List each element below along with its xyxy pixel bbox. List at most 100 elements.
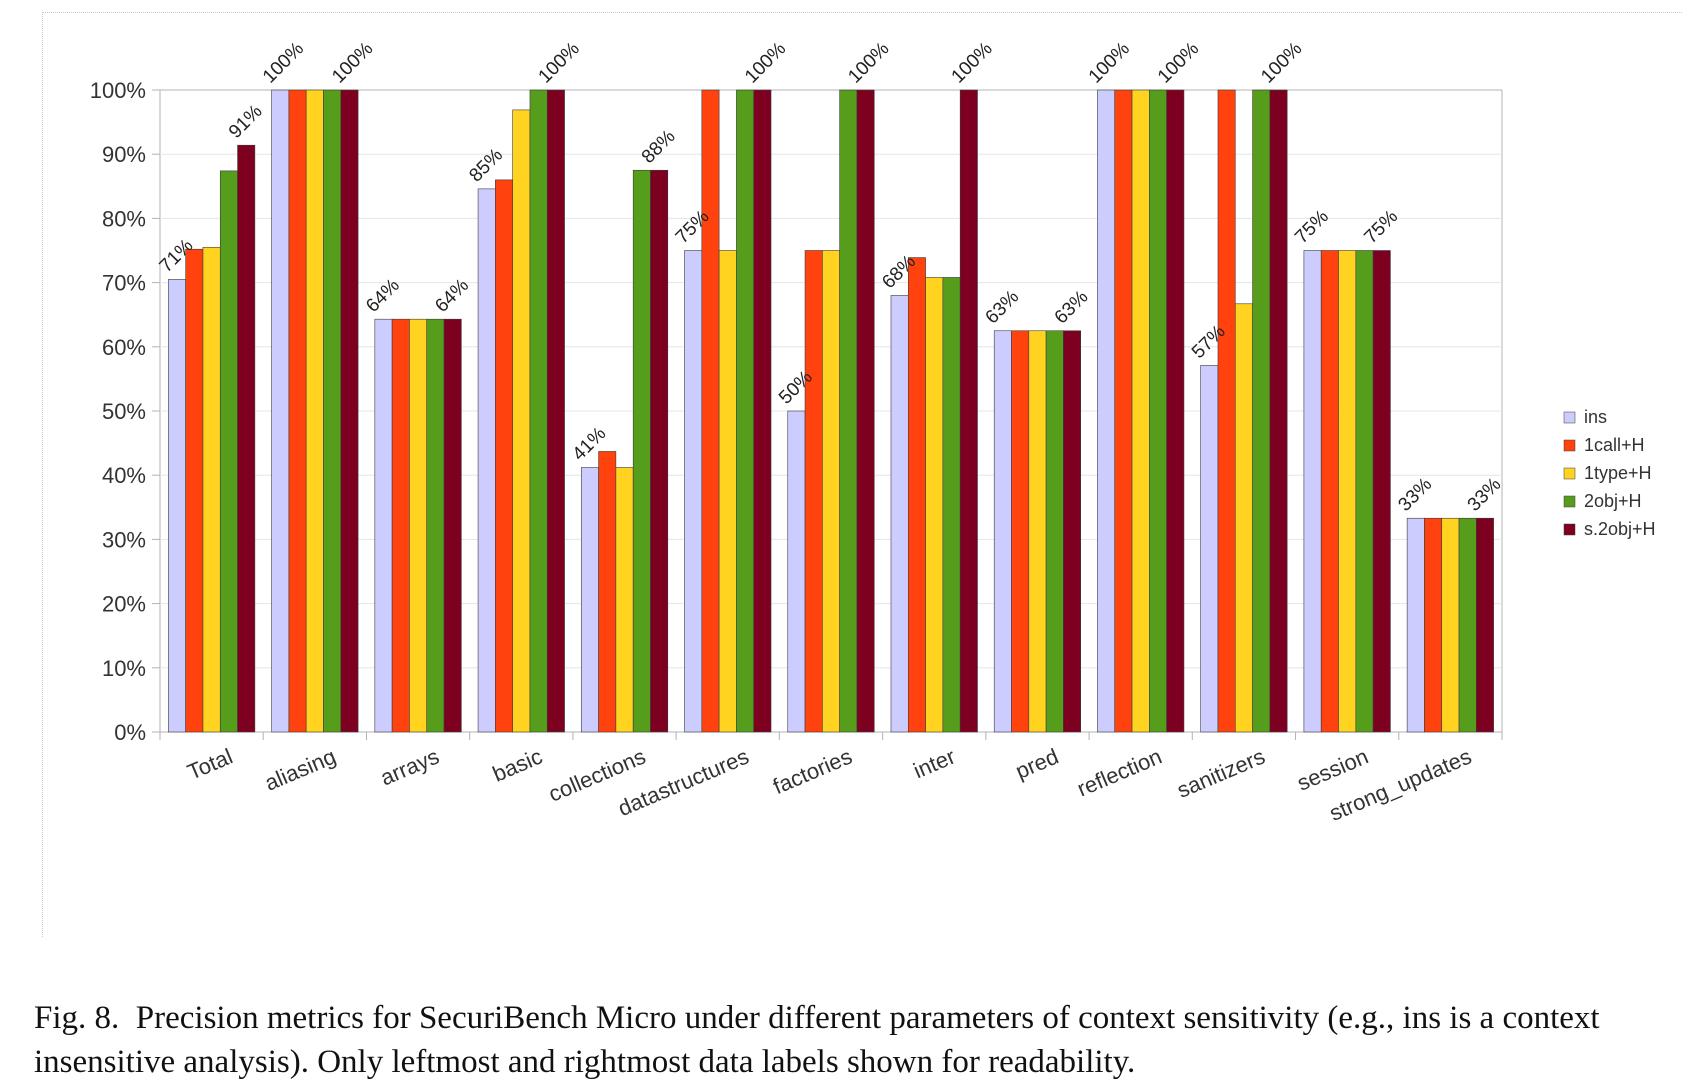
bar-ins	[993, 330, 1012, 733]
bar-s-2obj-h	[443, 318, 462, 733]
bar-2obj-h	[219, 170, 238, 733]
bar-2obj-h	[736, 89, 755, 733]
bar-s-2obj-h	[546, 89, 565, 733]
bar-2obj-h	[839, 89, 858, 733]
data-label-right: 100%	[948, 38, 997, 87]
bar-2obj-h	[323, 89, 342, 733]
bar-s-2obj-h	[753, 89, 772, 733]
bar-s-2obj-h	[959, 89, 978, 733]
category-label: sanitizers	[1173, 744, 1268, 803]
bar-2obj-h	[529, 89, 548, 733]
figure-caption: Fig. 8. Precision metrics for SecuriBenc…	[34, 996, 1674, 1084]
bar-ins	[374, 318, 393, 733]
y-tick-label: 10%	[102, 656, 146, 681]
bar-1call-h	[1217, 89, 1236, 733]
data-label-right: 100%	[844, 38, 893, 87]
bar-1type-h	[925, 277, 944, 733]
data-label-right: 100%	[741, 38, 790, 87]
bar-s-2obj-h	[1372, 250, 1391, 733]
bar-ins	[1097, 89, 1116, 733]
bar-2obj-h	[942, 277, 961, 733]
bar-s-2obj-h	[1476, 517, 1494, 733]
bar-1call-h	[495, 179, 513, 733]
bar-chart: 0%10%20%30%40%50%60%70%80%90%100%71%91%T…	[90, 38, 1656, 826]
bar-ins	[890, 295, 909, 733]
bar-2obj-h	[426, 318, 445, 733]
legend-swatch	[1563, 411, 1576, 424]
legend-swatch	[1563, 523, 1576, 536]
bar-s-2obj-h	[856, 89, 875, 733]
bar-1type-h	[305, 89, 324, 733]
bar-ins	[787, 410, 806, 733]
data-label-right: 100%	[1257, 38, 1306, 87]
data-label-right: 100%	[328, 38, 377, 87]
category-label: factories	[769, 744, 855, 800]
bar-1type-h	[1338, 250, 1357, 733]
data-label-right: 100%	[535, 38, 584, 87]
bar-1call-h	[391, 318, 410, 733]
bar-1call-h	[1320, 250, 1339, 733]
category-label: reflection	[1073, 744, 1165, 802]
bar-ins	[1200, 365, 1219, 733]
caption-label: Fig. 8.	[34, 1000, 120, 1036]
bar-2obj-h	[1355, 250, 1374, 733]
bar-1call-h	[1114, 89, 1133, 733]
y-tick-label: 70%	[102, 271, 146, 296]
legend-swatch	[1563, 495, 1576, 508]
category-label: basic	[489, 744, 546, 787]
legend-swatch	[1563, 467, 1576, 480]
bar-1call-h	[804, 250, 823, 733]
bar-ins	[1303, 250, 1322, 733]
bar-2obj-h	[1458, 517, 1477, 733]
legend-label: 1call+H	[1584, 435, 1645, 455]
bar-s-2obj-h	[1166, 89, 1185, 733]
bar-ins	[684, 250, 703, 733]
bar-1type-h	[1131, 89, 1150, 733]
bar-ins	[580, 467, 599, 733]
data-label-left: 100%	[259, 38, 308, 87]
bar-ins	[1406, 517, 1425, 733]
bar-1type-h	[1028, 330, 1047, 733]
bar-2obj-h	[1252, 89, 1271, 733]
bar-1call-h	[288, 89, 307, 733]
data-label-left: 100%	[1085, 38, 1134, 87]
y-tick-label: 90%	[102, 142, 146, 167]
caption-text: Precision metrics for SecuriBench Micro …	[34, 1000, 1600, 1080]
category-label: inter	[910, 744, 959, 784]
bar-1call-h	[907, 257, 926, 733]
bar-1type-h	[718, 250, 737, 733]
bar-s-2obj-h	[1269, 89, 1288, 733]
bar-ins	[168, 279, 186, 733]
data-label-right: 100%	[1154, 38, 1203, 87]
y-tick-label: 80%	[102, 206, 146, 231]
y-tick-label: 30%	[102, 527, 146, 552]
y-tick-label: 50%	[102, 399, 146, 424]
category-label: Total	[184, 744, 237, 785]
legend-label: 1type+H	[1584, 463, 1652, 483]
bar-1type-h	[1441, 517, 1460, 733]
bar-ins	[271, 89, 290, 733]
bar-1type-h	[822, 250, 840, 733]
bar-1type-h	[409, 318, 428, 733]
bar-2obj-h	[632, 169, 651, 733]
bar-s-2obj-h	[237, 144, 256, 733]
y-tick-label: 40%	[102, 463, 146, 488]
bar-2obj-h	[1045, 330, 1064, 733]
legend-swatch	[1563, 439, 1576, 452]
bar-s-2obj-h	[1063, 330, 1082, 733]
bar-1call-h	[185, 248, 204, 733]
bar-2obj-h	[1149, 89, 1167, 733]
chart-frame	[42, 12, 1682, 937]
bar-1call-h	[598, 451, 617, 733]
legend-label: 2obj+H	[1584, 491, 1642, 511]
bar-ins	[477, 188, 496, 733]
bar-1call-h	[1424, 517, 1443, 733]
y-tick-label: 0%	[114, 720, 146, 745]
bar-s-2obj-h	[650, 169, 669, 733]
category-label: pred	[1012, 744, 1062, 784]
bar-1type-h	[202, 246, 221, 733]
y-tick-label: 60%	[102, 335, 146, 360]
y-tick-label: 20%	[102, 592, 146, 617]
bar-s-2obj-h	[340, 89, 359, 733]
bar-1call-h	[701, 89, 720, 733]
